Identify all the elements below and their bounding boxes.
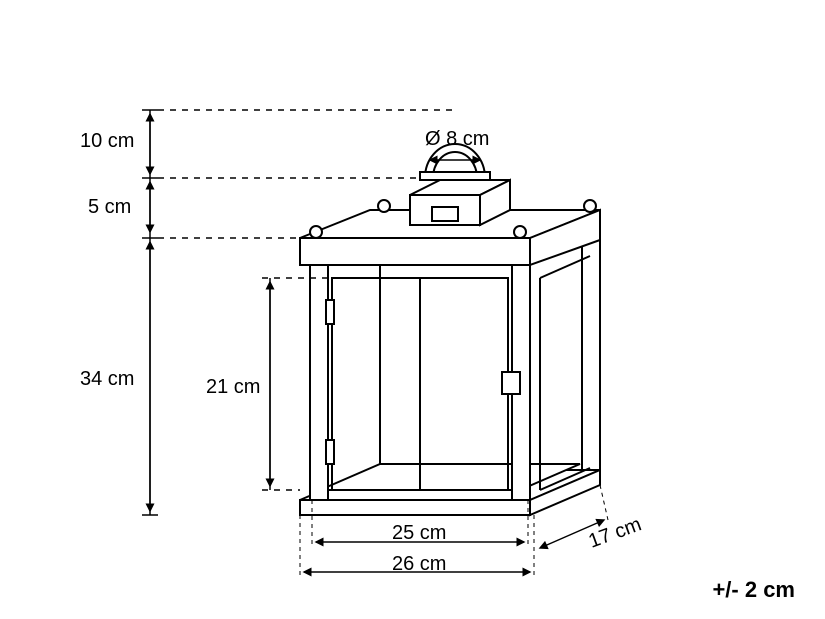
tolerance-note: +/- 2 cm xyxy=(712,577,795,603)
label-handle-diameter: Ø 8 cm xyxy=(425,128,489,151)
label-handle-height: 10 cm xyxy=(80,130,134,153)
label-door-height: 21 cm xyxy=(206,376,260,399)
label-body-height: 34 cm xyxy=(80,368,134,391)
diagram-canvas: 10 cm 5 cm 34 cm 21 cm Ø 8 cm 25 cm 26 c… xyxy=(0,0,825,619)
label-cap-height: 5 cm xyxy=(88,196,131,219)
label-front-width: 25 cm xyxy=(392,522,446,545)
label-base-width: 26 cm xyxy=(392,553,446,576)
